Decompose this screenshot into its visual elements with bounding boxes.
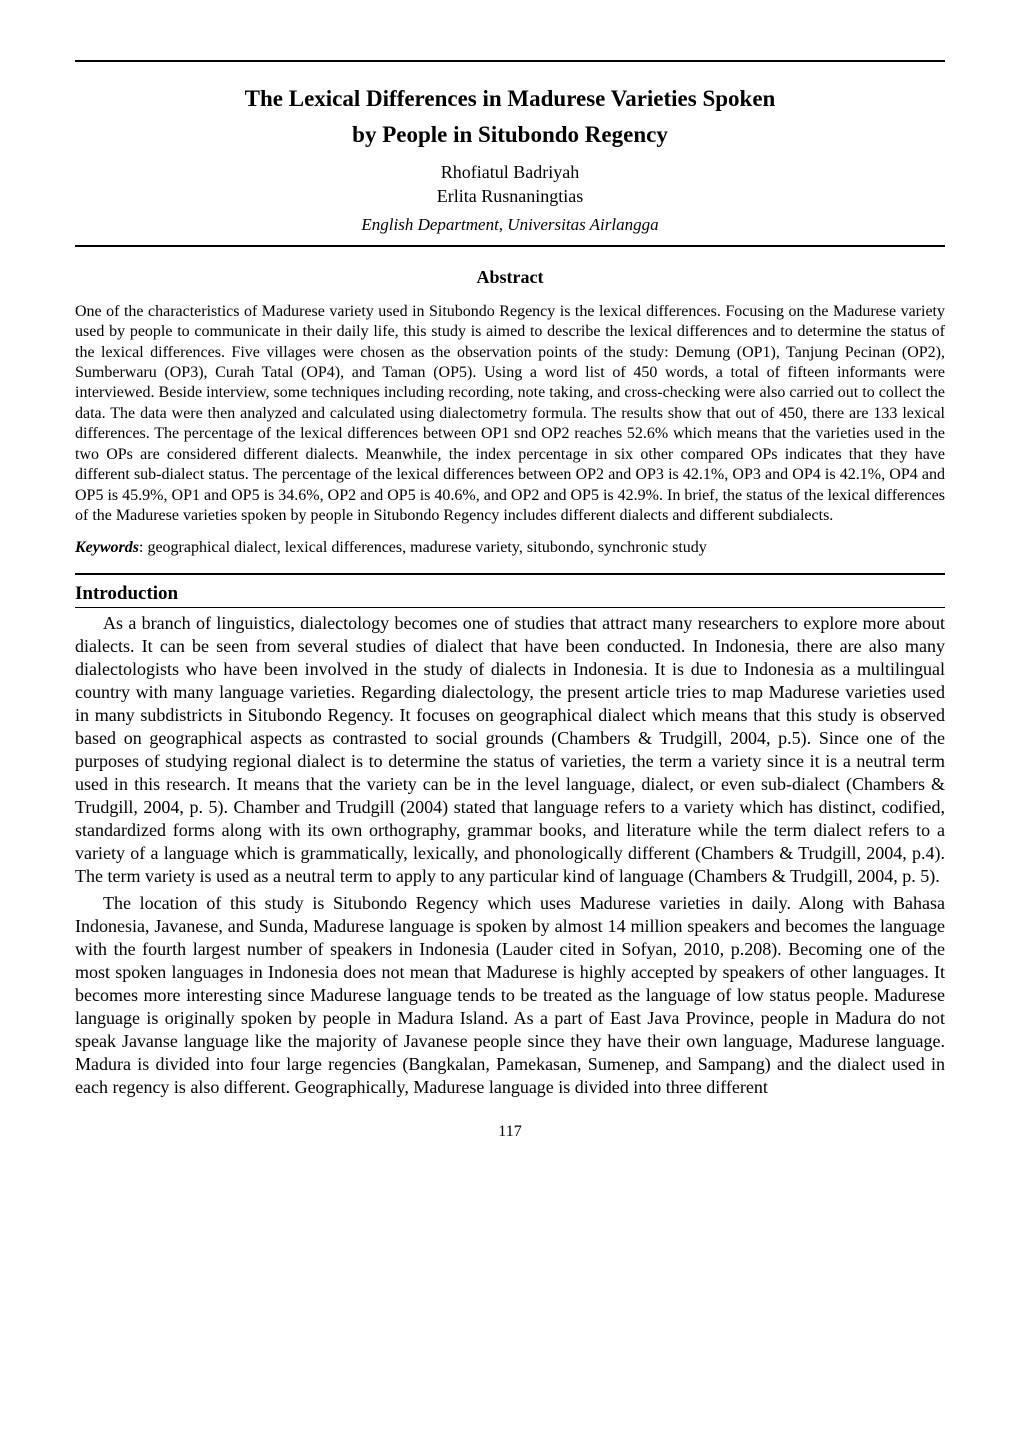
body-paragraph-1: As a branch of linguistics, dialectology…	[75, 612, 945, 888]
divider-above-intro	[75, 573, 945, 575]
author-1: Rhofiatul Badriyah	[441, 162, 579, 182]
section-heading-introduction: Introduction	[75, 583, 945, 605]
paper-title-line2: by People in Situbondo Regency	[75, 122, 945, 148]
body-paragraph-2: The location of this study is Situbondo …	[75, 892, 945, 1099]
divider-top	[75, 60, 945, 62]
affiliation: English Department, Universitas Airlangg…	[75, 215, 945, 235]
keywords: Keywords: geographical dialect, lexical …	[75, 539, 945, 557]
divider-under-affiliation	[75, 245, 945, 247]
author-2: Erlita Rusnaningtias	[437, 186, 583, 206]
abstract-heading: Abstract	[75, 267, 945, 288]
divider-under-intro-heading	[75, 607, 945, 608]
paper-title-line1: The Lexical Differences in Madurese Vari…	[75, 86, 945, 112]
keywords-text: : geographical dialect, lexical differen…	[139, 539, 707, 556]
page-number: 117	[75, 1123, 945, 1141]
authors-block: Rhofiatul Badriyah Erlita Rusnaningtias	[75, 160, 945, 209]
keywords-label: Keywords	[75, 539, 139, 556]
abstract-body: One of the characteristics of Madurese v…	[75, 302, 945, 527]
